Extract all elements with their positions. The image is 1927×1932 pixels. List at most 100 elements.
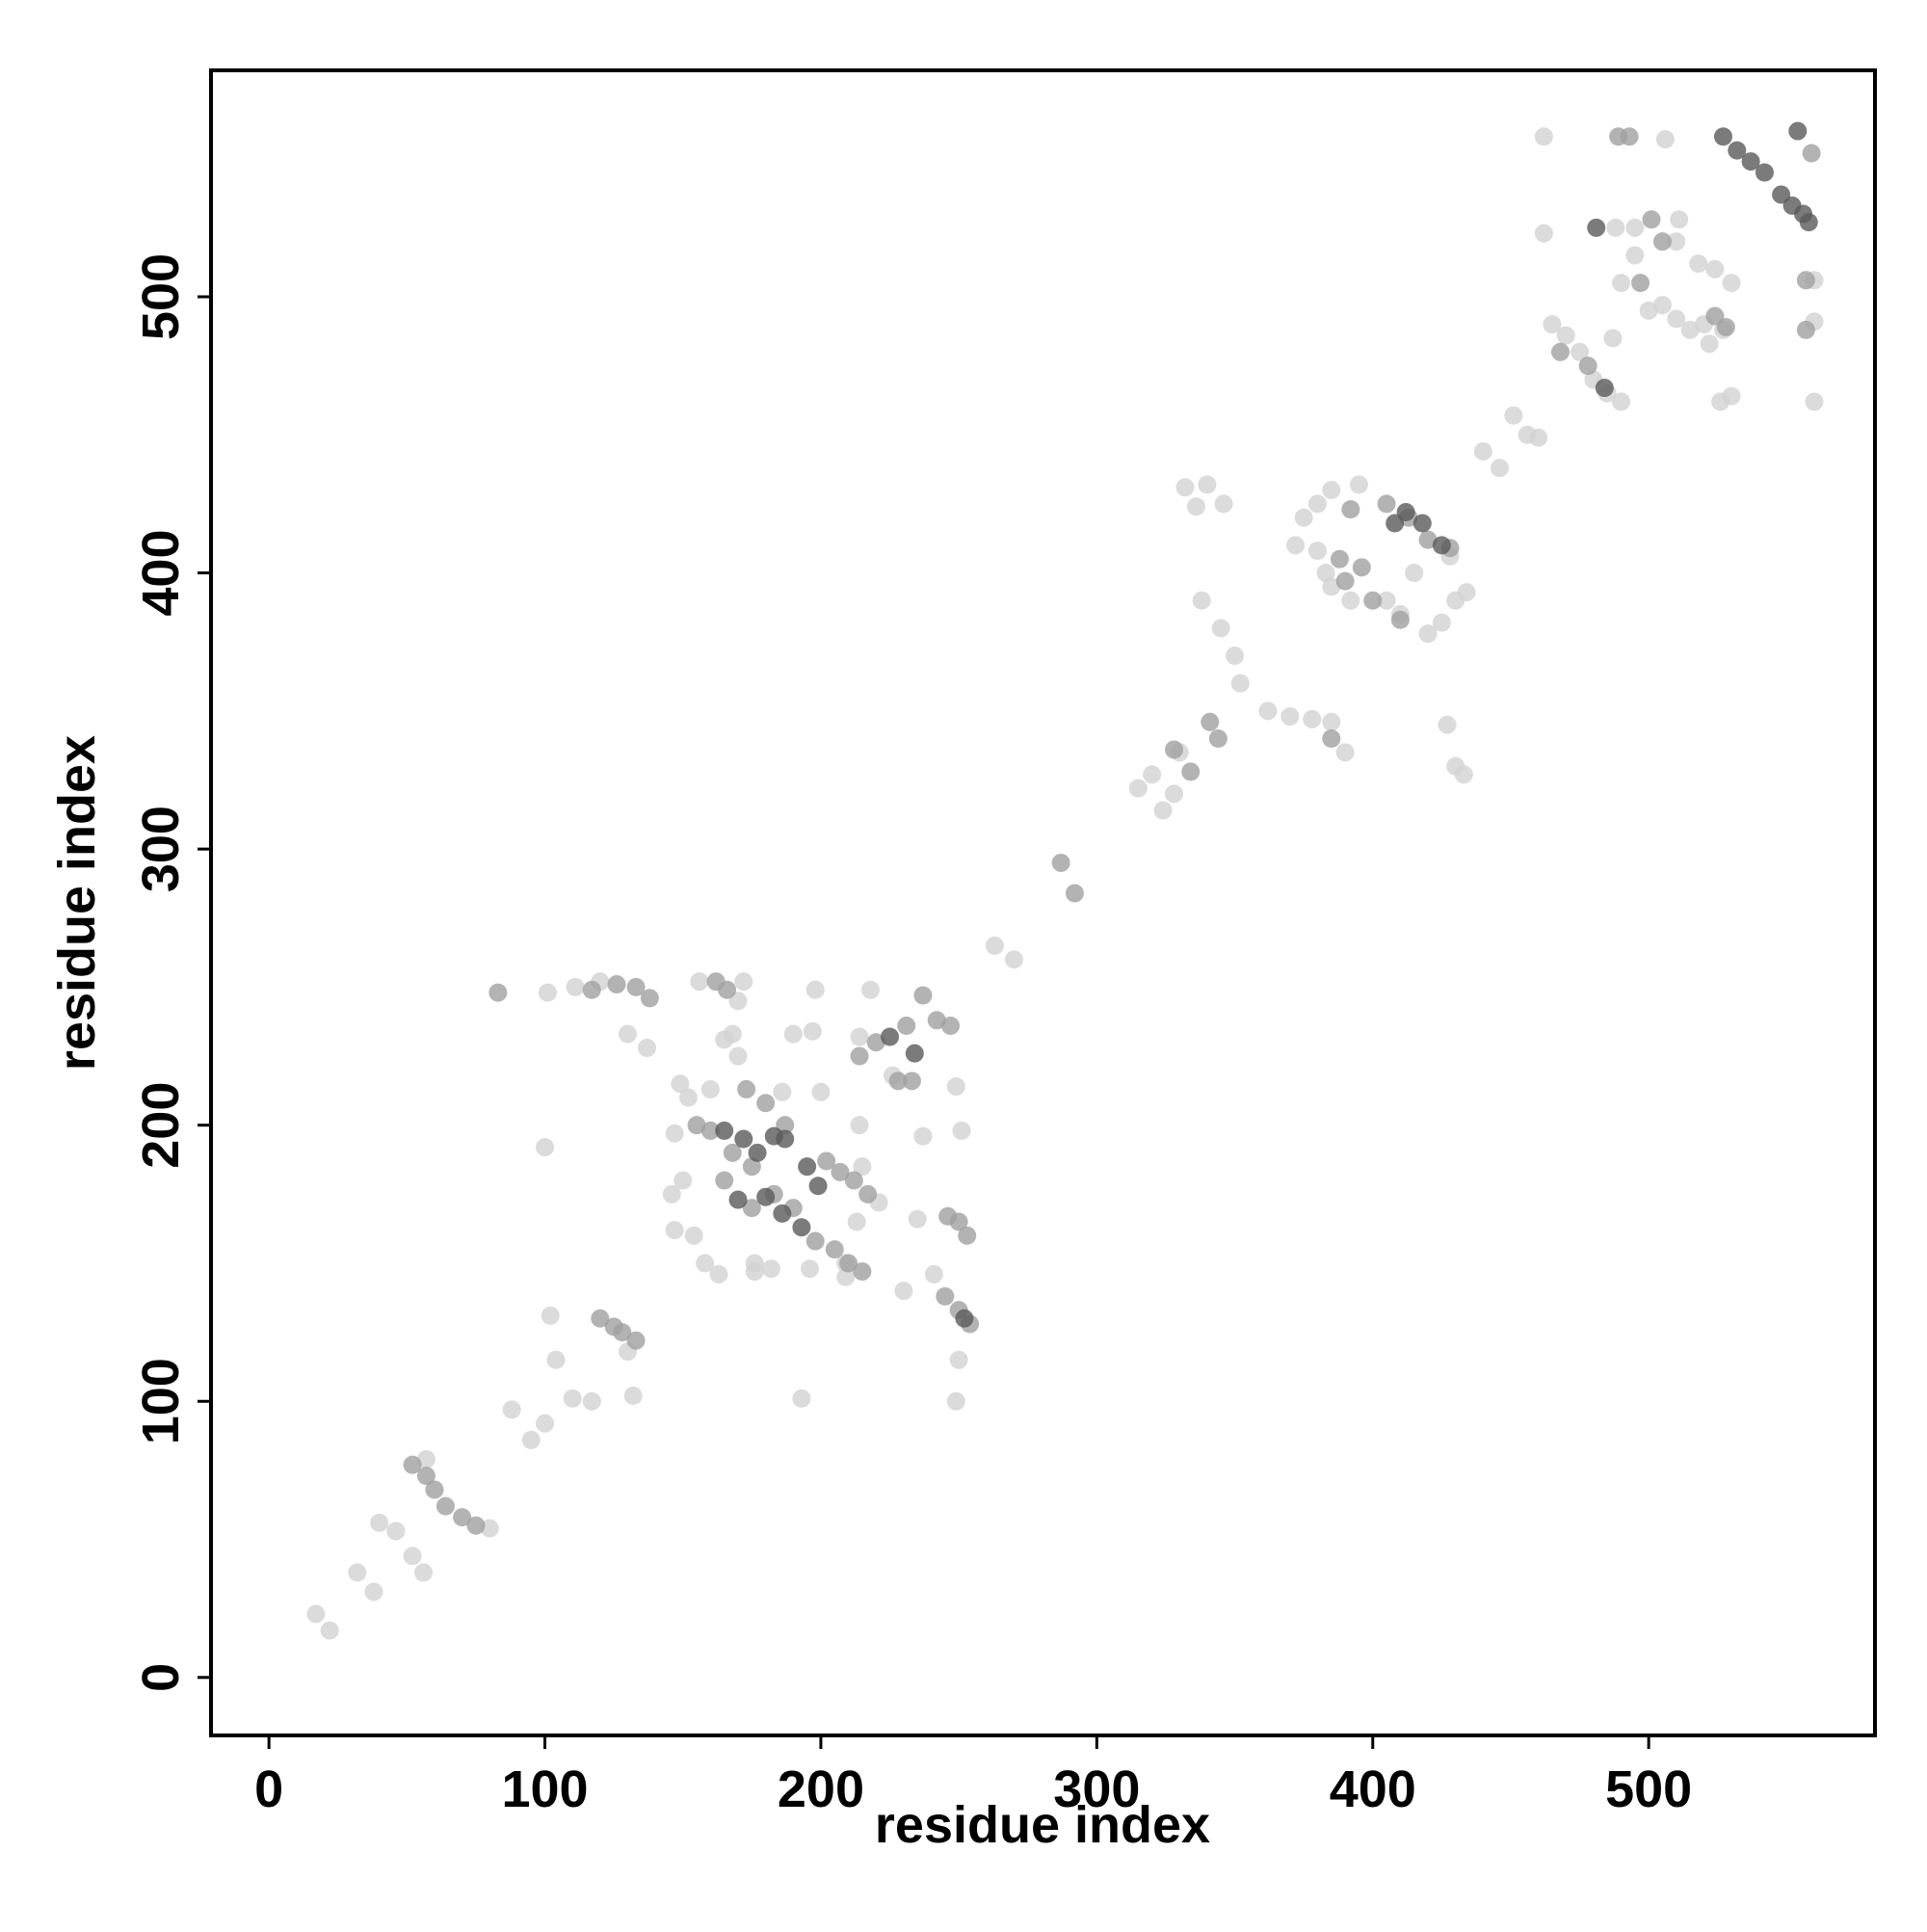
point [1307,542,1327,561]
point [623,1387,643,1406]
point [1529,428,1548,447]
point [881,1027,900,1046]
point [985,936,1004,955]
point [1322,481,1341,500]
y-tick-label: 300 [132,806,190,892]
point [1606,218,1625,237]
point [860,980,880,999]
point [1418,530,1438,549]
point [817,1151,836,1171]
point [811,1082,831,1101]
point [949,1350,968,1369]
point [1705,259,1725,278]
point [1432,536,1451,555]
point [1571,342,1590,361]
point [386,1522,406,1541]
point [1473,441,1492,461]
point [734,972,753,992]
point [640,989,659,1008]
point [1639,301,1658,320]
point [850,1116,869,1135]
point [1211,619,1230,638]
point [1322,712,1341,731]
point [626,1331,646,1350]
point [536,1138,555,1157]
point [1802,144,1821,163]
point [941,1017,961,1036]
x-tick-label: 400 [1330,1760,1416,1818]
point [839,1254,858,1273]
point [1620,127,1639,146]
point [1755,163,1774,182]
point [607,975,626,994]
point [546,1350,566,1369]
y-tick-label: 500 [132,253,190,340]
y-tick-label: 400 [132,529,190,616]
point [1612,274,1631,293]
point [742,1199,761,1218]
point [728,1046,748,1066]
point [453,1508,472,1527]
point [436,1496,455,1516]
point [718,980,737,999]
point [1186,497,1205,516]
point [894,1282,913,1301]
point [1405,564,1424,583]
point [776,1129,795,1149]
point [715,1171,734,1190]
point [687,1116,706,1135]
point [1307,494,1327,514]
point [536,1414,555,1433]
point [1051,853,1070,872]
point [761,1259,780,1279]
point [946,1077,965,1097]
point [1258,701,1278,721]
point [1457,583,1476,602]
point [1294,508,1313,527]
point [662,1184,681,1204]
point [1230,674,1250,693]
point [488,983,508,1002]
point [1670,210,1689,229]
point [1175,478,1195,497]
point [1652,296,1672,315]
point [1181,762,1201,781]
point [1143,765,1162,784]
point [582,1391,601,1411]
point [1796,320,1815,339]
point [665,1221,684,1240]
point [1128,779,1148,798]
point [1689,254,1708,274]
point [1551,342,1571,361]
point [690,972,709,992]
point [1652,232,1672,251]
point [1722,386,1741,406]
point [1386,514,1405,533]
point [1208,728,1227,748]
point [480,1519,499,1538]
point [866,1033,885,1052]
x-tick-label: 300 [1053,1760,1140,1818]
point [952,1121,971,1140]
point [1454,765,1473,784]
point [792,1218,811,1237]
point [1716,318,1735,337]
point [850,1046,869,1066]
point [1192,591,1211,610]
point [1667,309,1686,329]
point [696,1254,715,1273]
point [673,1171,693,1190]
point [1065,884,1084,903]
point [1655,130,1675,149]
point [502,1400,521,1419]
point [723,1143,742,1162]
point [927,1011,946,1030]
point [825,1240,844,1259]
point [425,1480,444,1499]
x-tick-label: 0 [254,1760,283,1818]
point [808,1177,828,1196]
point [348,1563,367,1582]
point [1418,624,1438,644]
point [1534,127,1553,146]
point [403,1547,422,1566]
